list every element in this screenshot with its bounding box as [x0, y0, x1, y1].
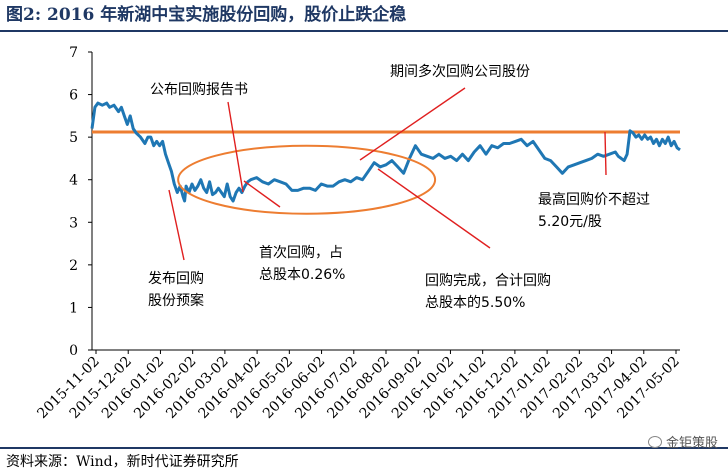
y-tick-label: 7	[69, 45, 78, 61]
wechat-icon	[647, 435, 662, 448]
y-tick-label: 6	[69, 88, 78, 104]
title-divider	[0, 30, 728, 32]
price-series-line	[90, 101, 681, 203]
watermark-text: 金钜策股	[665, 436, 718, 451]
figure-title: 图2: 2016 年新湖中宝实施股份回购，股价止跌企稳	[6, 5, 407, 25]
y-tick-label: 2	[69, 258, 78, 274]
annotation-buyback-complete-line: 总股本的5.50%	[425, 295, 525, 311]
arrow-buyback-plan	[168, 189, 185, 261]
arrow-first-buyback	[243, 180, 281, 208]
annotation-max-price-line: 5.20元/股	[538, 214, 602, 230]
arrow-buyback-complete	[377, 168, 491, 249]
annotation-first-buyback-line: 首次回购，占	[259, 245, 343, 261]
y-tick-label: 3	[69, 215, 78, 231]
arrow-max-price	[604, 131, 607, 176]
chart-overlays	[177, 144, 437, 215]
y-tick-label: 1	[69, 300, 78, 316]
annotation-buyback-complete-line: 回购完成，合计回购	[425, 273, 551, 289]
annotation-first-buyback-line: 总股本0.26%	[259, 267, 345, 283]
annotation-max-price-line: 最高回购价不超过	[538, 191, 650, 208]
y-axis-ticks: 0 1 2 3 4 5 6 7	[69, 45, 92, 359]
footer-divider	[0, 447, 728, 449]
annotation-announce-report-line: 公布回购报告书	[150, 82, 248, 98]
y-tick-label: 4	[69, 173, 78, 189]
price-chart: 2015-11-022015-12-022016-01-022016-02-02…	[34, 45, 683, 422]
annotation-multiple-buybacks: 期间多次回购公司股份	[390, 63, 530, 80]
y-tick-label: 5	[69, 130, 78, 146]
watermark: 金钜策股	[647, 432, 718, 451]
x-axis-ticks: 2015-11-022015-12-022016-01-022016-02-02…	[34, 350, 683, 422]
annotation-buyback-plan-line: 发布回购	[148, 271, 204, 287]
chart-series	[90, 101, 681, 203]
y-tick-label: 0	[69, 343, 78, 359]
arrow-announce-report	[227, 101, 244, 193]
arrow-multiple-buybacks	[359, 87, 466, 161]
source-note: 资料来源：Wind，新时代证券研究所	[6, 454, 239, 470]
annotation-announce-report: 公布回购报告书	[150, 82, 248, 98]
annotation-max-price: 最高回购价不超过 5.20元/股	[538, 191, 650, 230]
repurchase-period-ellipse	[177, 144, 437, 215]
annotation-multiple-buybacks-line: 期间多次回购公司股份	[390, 63, 530, 80]
annotation-buyback-plan-line: 股份预案	[148, 292, 204, 309]
